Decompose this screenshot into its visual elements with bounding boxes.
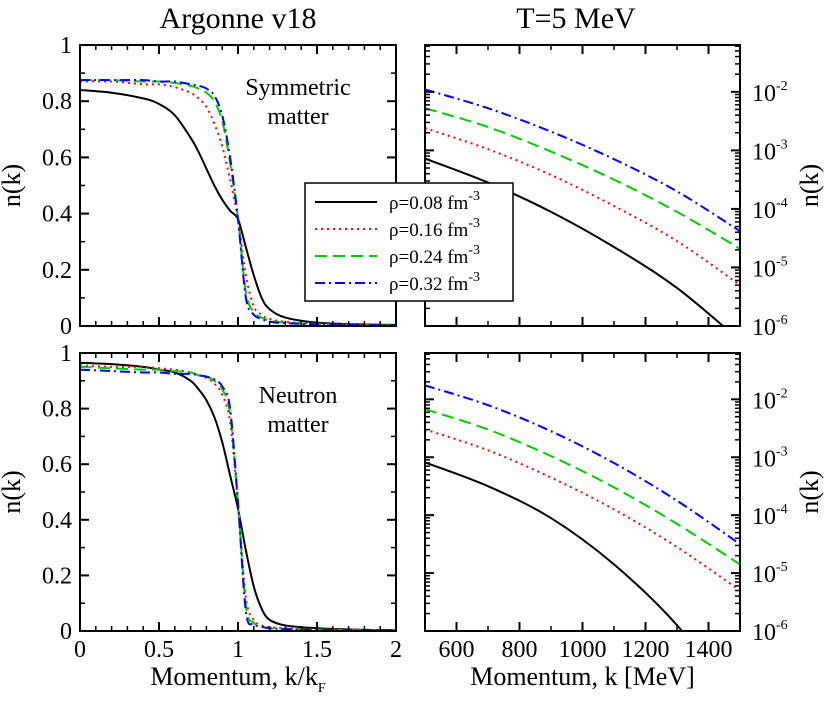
y-tick-label: 0 [60, 314, 72, 340]
y-tick-label: 10-3 [752, 444, 788, 472]
y-axis-label: n(k) [795, 470, 824, 513]
panel-annotation: matter [267, 104, 328, 130]
y-tick-label: 0.6 [42, 145, 72, 171]
x-axis-label: Momentum, k [MeV] [470, 662, 695, 691]
series-line-0.16 [80, 364, 396, 631]
legend: ρ=0.08 fm-3ρ=0.16 fm-3ρ=0.24 fm-3ρ=0.32 … [304, 182, 514, 302]
y-axis-label: n(k) [795, 164, 824, 207]
series-group [425, 88, 740, 326]
x-tick-label: 1200 [622, 637, 670, 663]
x-tick-label: 0 [74, 637, 86, 663]
y-tick-label: 1 [60, 341, 72, 367]
series-line-0.16 [80, 80, 396, 326]
series-line-0.32 [80, 368, 396, 631]
legend-label-0.08: ρ=0.08 fm-3 [389, 189, 480, 214]
x-tick-label: 1000 [559, 637, 607, 663]
y-tick-label: 0.4 [42, 202, 72, 228]
series-line-0.24 [425, 408, 740, 566]
x-tick-label: 1400 [685, 637, 733, 663]
panel-neu-right: 600 800 1000 1200 1400 10-2 10-3 10-4 10-5 10-6 n(… [424, 352, 824, 691]
y-tick-label: 10-4 [752, 196, 788, 224]
series-group [80, 79, 396, 326]
y-tick-label: 10-5 [752, 560, 788, 588]
y-tick-label: 0.8 [42, 89, 72, 115]
y-tick-label: 10-3 [752, 137, 788, 165]
panel-sym-left: 0 0.2 0.4 0.6 0.8 1 n(k) Symmetric matter [0, 33, 397, 340]
x-tick-label: 800 [502, 637, 538, 663]
x-tick-label: 1.5 [302, 637, 332, 663]
legend-label-0.24: ρ=0.24 fm-3 [389, 243, 480, 268]
panel-neu-left: 0 0.5 1 1.5 2 0 0.2 0.4 0.6 0.8 1 n(k) Momentum, k/k… [0, 341, 402, 696]
series-line-0.32 [425, 88, 740, 233]
y-tick-label: 10-4 [752, 502, 788, 530]
y-tick-label: 1 [60, 33, 72, 59]
series-line-0.16 [425, 127, 740, 286]
y-tick-label: 10-2 [752, 79, 788, 107]
x-tick-label: 0.5 [144, 637, 174, 663]
series-group [425, 384, 740, 631]
y-tick-label: 0.8 [42, 397, 72, 423]
series-line-0.08 [80, 88, 396, 326]
x-tick-label: 2 [390, 637, 402, 663]
y-tick-label: 0.2 [42, 258, 72, 284]
y-tick-label: 10-6 [752, 313, 788, 341]
series-line-0.24 [425, 107, 740, 250]
y-tick-label: 0.6 [42, 452, 72, 478]
title-left: Argonne v18 [160, 2, 317, 35]
series-line-0.24 [80, 365, 396, 631]
series-line-0.32 [80, 79, 396, 326]
x-tick-label: 600 [439, 637, 475, 663]
y-tick-label: 0 [60, 619, 72, 645]
y-axis-label: n(k) [0, 164, 26, 207]
panel-annotation: Symmetric [245, 75, 350, 101]
series-line-0.08 [425, 157, 725, 326]
series-group [80, 361, 396, 631]
y-tick-label: 10-5 [752, 254, 788, 282]
series-line-0.08 [425, 461, 684, 631]
series-line-0.16 [425, 428, 740, 592]
legend-label-0.32: ρ=0.32 fm-3 [389, 270, 480, 295]
panel-annotation: matter [267, 412, 328, 438]
x-tick-label: 1 [232, 637, 244, 663]
title-right: T=5 MeV [516, 2, 636, 35]
y-tick-label: 0.4 [42, 508, 72, 534]
x-axis-label: Momentum, k/kF [150, 662, 326, 696]
panel-annotation: Neutron [259, 383, 338, 409]
y-axis-label: n(k) [0, 470, 26, 513]
legend-label-0.16: ρ=0.16 fm-3 [389, 216, 480, 241]
y-tick-label: 10-2 [752, 386, 788, 414]
series-line-0.32 [425, 384, 740, 545]
y-tick-label: 0.2 [42, 563, 72, 589]
y-tick-label: 10-6 [752, 618, 788, 646]
